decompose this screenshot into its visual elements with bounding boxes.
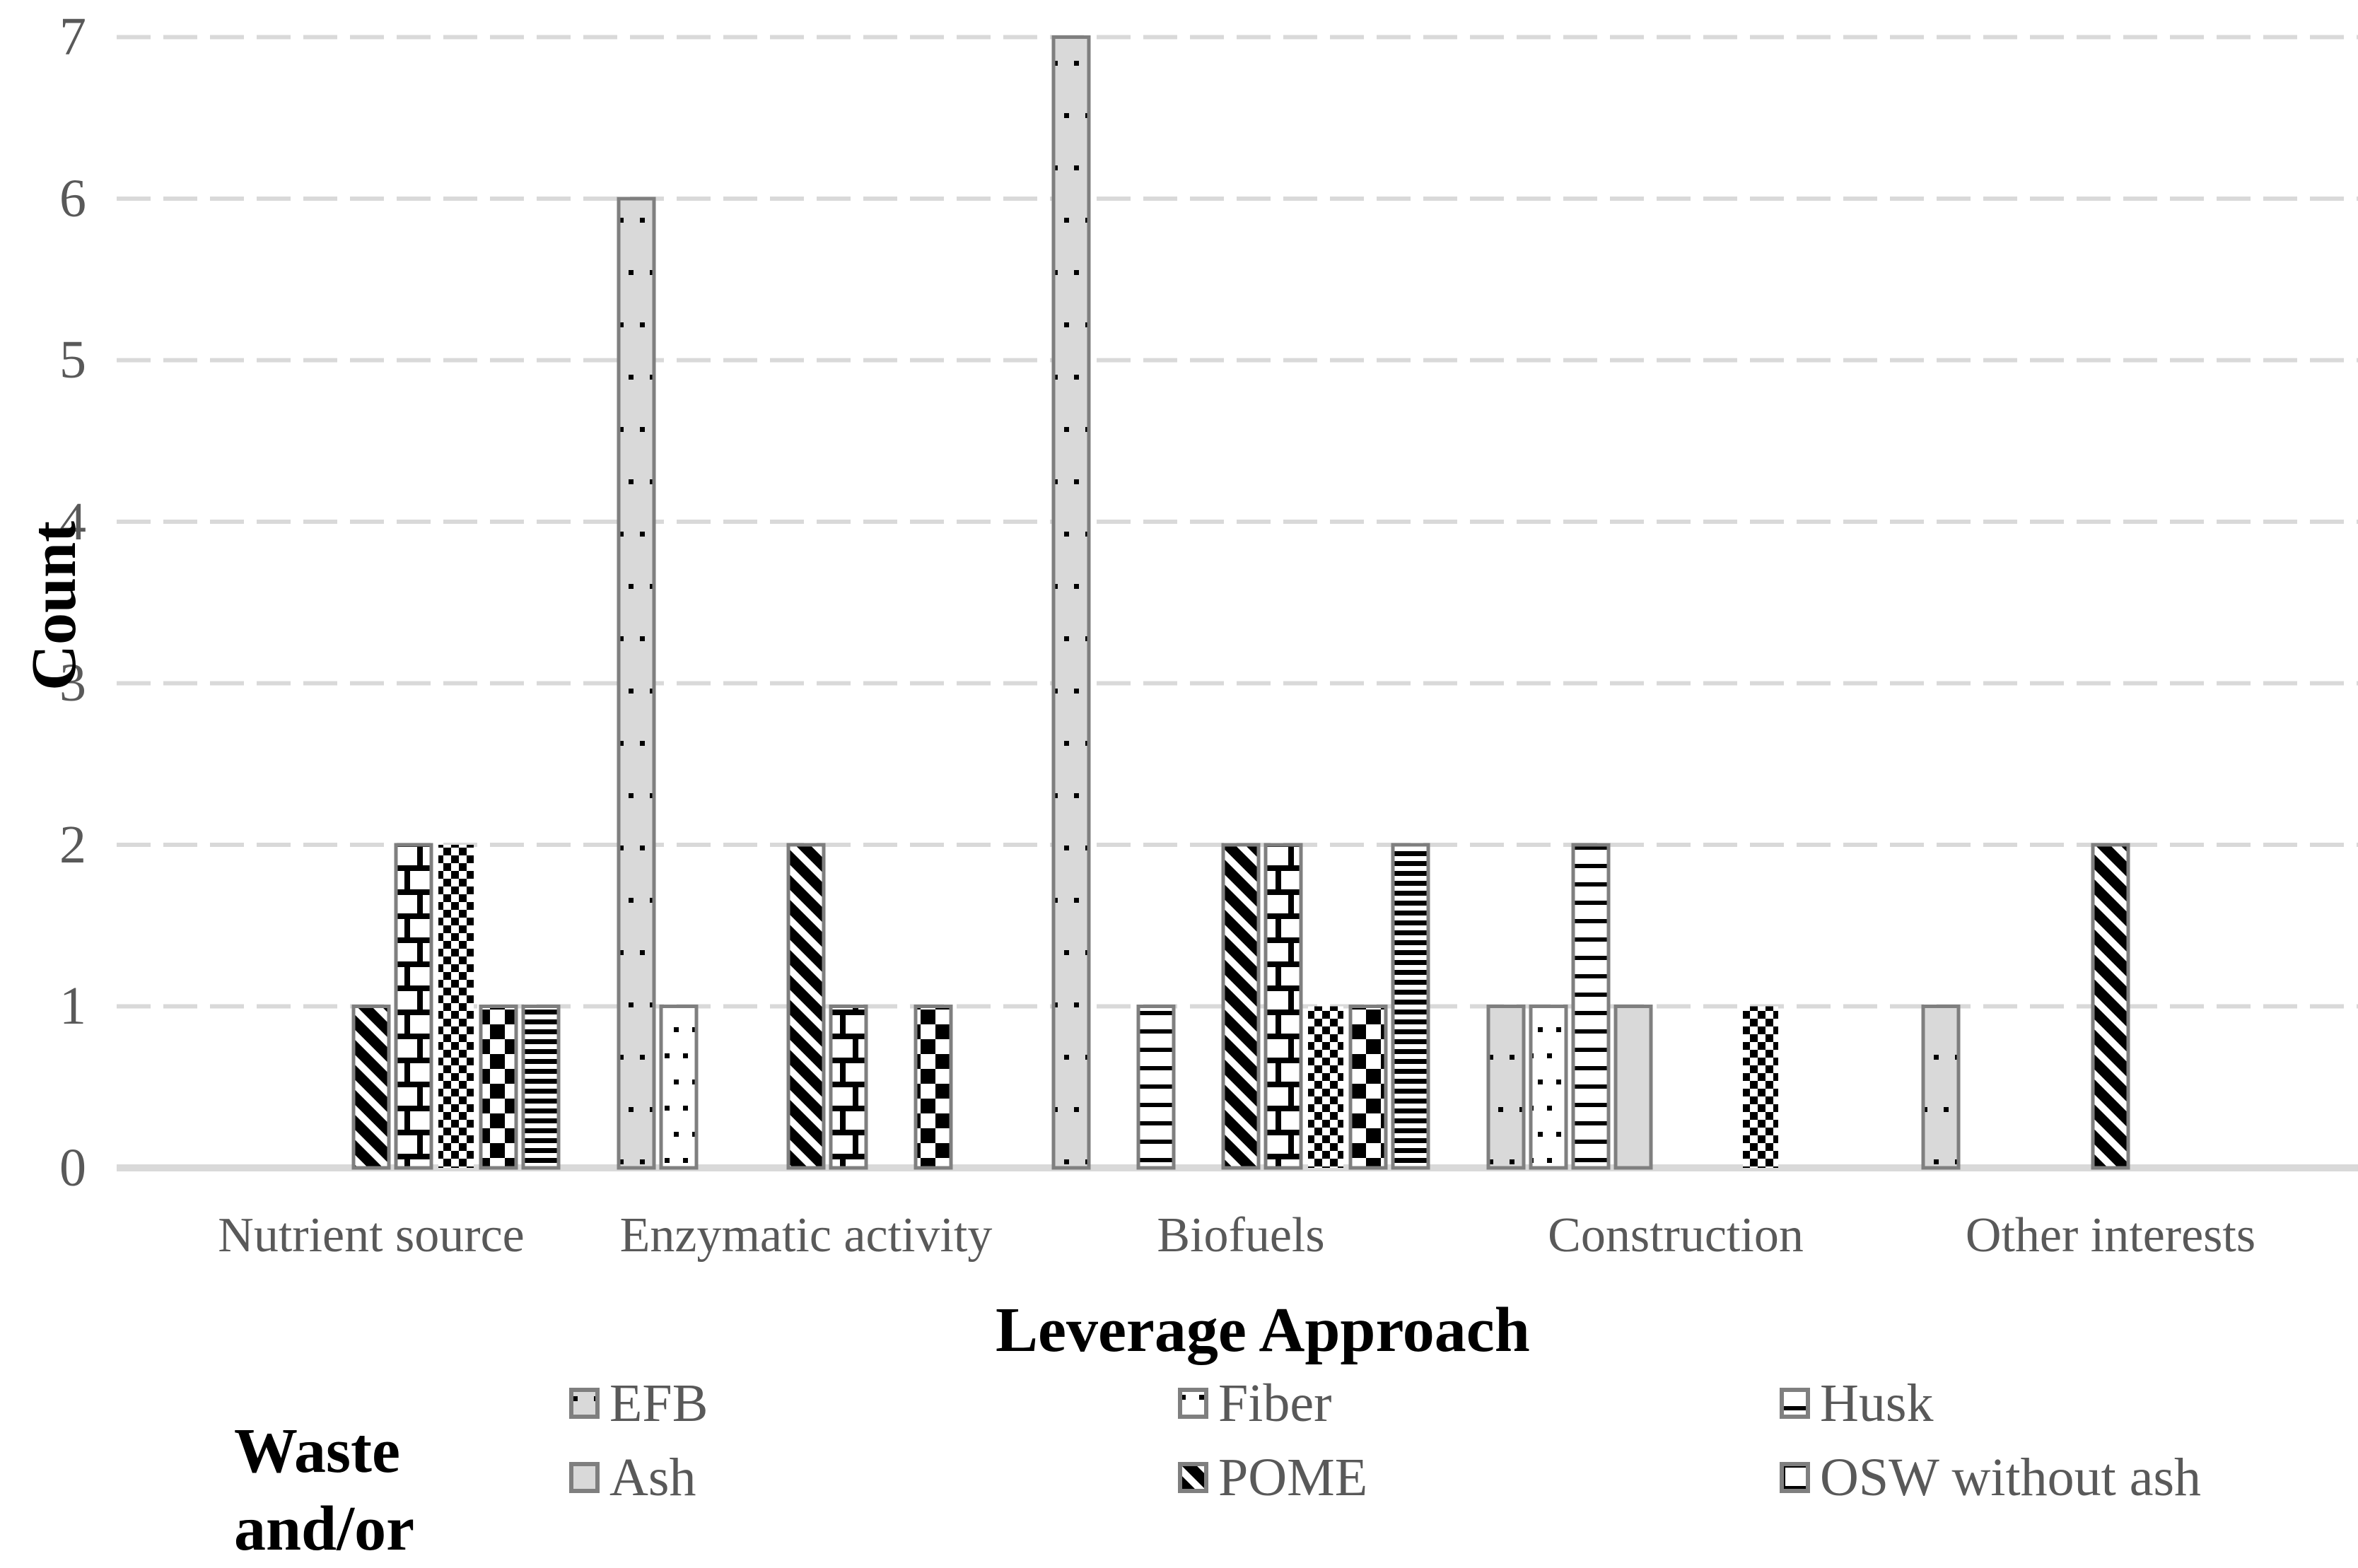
category-label-other-interests: Other interests xyxy=(1965,1208,2256,1263)
legend-item-husk: Husk xyxy=(1780,1374,1934,1433)
ytick-3: 3 xyxy=(59,653,86,713)
legend-title: Waste and/or xyxy=(234,1412,414,1568)
category-label-biofuels: Biofuels xyxy=(1157,1208,1325,1263)
bar-pome-0 xyxy=(351,1005,391,1170)
pome-swatch-icon xyxy=(1178,1462,1208,1493)
bar-osw-2 xyxy=(1263,843,1303,1170)
bar-checker-small-0 xyxy=(438,845,474,1168)
bar-efb-4 xyxy=(1921,1005,1961,1170)
category-label-enzymatic-activity: Enzymatic activity xyxy=(619,1208,993,1263)
bar-pome-4 xyxy=(2091,843,2130,1170)
bar-osw-0 xyxy=(394,843,433,1170)
bar-hstripe-0 xyxy=(521,1005,561,1170)
ytick-7: 7 xyxy=(59,7,86,66)
bar-efb-1 xyxy=(617,197,656,1170)
y-axis-title: Count xyxy=(19,520,89,691)
category-label-construction: Construction xyxy=(1548,1208,1804,1263)
legend-title-line1: Waste xyxy=(234,1416,400,1486)
bar-series-group xyxy=(351,35,2130,1170)
legend-item-efb: EFB xyxy=(569,1374,708,1433)
bar-hstripe-2 xyxy=(1391,843,1430,1170)
fiber-swatch-icon xyxy=(1178,1388,1208,1419)
ash-swatch-icon xyxy=(569,1462,600,1493)
ytick-6: 6 xyxy=(59,169,86,228)
ytick-2: 2 xyxy=(59,815,86,874)
ytick-1: 1 xyxy=(59,976,86,1036)
bar-husk-3 xyxy=(1571,843,1611,1170)
bar-husk-2 xyxy=(1136,1005,1176,1170)
bar-ash-3 xyxy=(1613,1005,1653,1170)
x-axis-title: Leverage Approach xyxy=(996,1295,1530,1365)
legend-label-efb: EFB xyxy=(609,1374,708,1433)
osw-swatch-icon xyxy=(1780,1462,1810,1493)
bar-fiber-3 xyxy=(1529,1005,1568,1170)
ytick-0: 0 xyxy=(59,1138,86,1198)
bar-pome-1 xyxy=(786,843,826,1170)
efb-swatch-icon xyxy=(569,1388,600,1419)
husk-swatch-icon xyxy=(1780,1388,1810,1419)
bar-pome-2 xyxy=(1221,843,1261,1170)
ytick-4: 4 xyxy=(59,492,86,551)
legend-item-pome: POME xyxy=(1178,1448,1368,1507)
bar-efb-2 xyxy=(1051,35,1091,1170)
bar-osw-1 xyxy=(829,1005,868,1170)
bar-checker-large-1 xyxy=(914,1005,953,1170)
legend-item-osw-without-ash: OSW without ash xyxy=(1780,1448,2202,1507)
bar-fiber-1 xyxy=(659,1005,699,1170)
legend-label-fiber: Fiber xyxy=(1218,1374,1332,1433)
bar-checker-small-3 xyxy=(1743,1006,1778,1168)
bar-checker-large-0 xyxy=(479,1005,518,1170)
legend-item-fiber: Fiber xyxy=(1178,1374,1332,1433)
legend-label-osw-without-ash: OSW without ash xyxy=(1820,1448,2202,1507)
ytick-5: 5 xyxy=(59,330,86,390)
legend-title-line2: and/or xyxy=(234,1494,415,1564)
bar-checker-small-2 xyxy=(1308,1006,1343,1168)
legend-label-pome: POME xyxy=(1218,1448,1368,1507)
bar-efb-3 xyxy=(1486,1005,1526,1170)
legend-label-husk: Husk xyxy=(1820,1374,1934,1433)
bar-checker-large-2 xyxy=(1348,1005,1388,1170)
category-label-nutrient-source: Nutrient source xyxy=(218,1208,525,1263)
legend-label-ash: Ash xyxy=(609,1448,696,1507)
legend-item-ash: Ash xyxy=(569,1448,696,1507)
